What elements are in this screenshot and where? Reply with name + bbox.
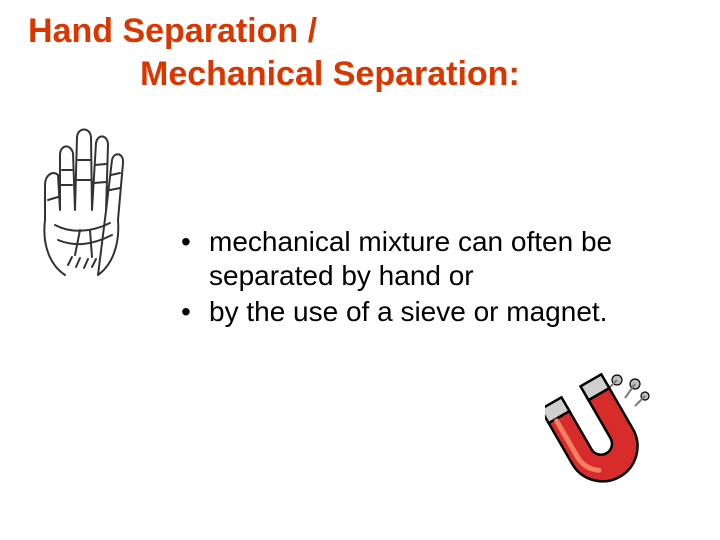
bullet-list: mechanical mixture can often be separate…	[175, 225, 675, 331]
title-line-2: Mechanical Separation:	[28, 53, 520, 96]
bullet-item: mechanical mixture can often be separate…	[175, 225, 675, 293]
bullet-item: by the use of a sieve or magnet.	[175, 295, 675, 329]
hand-sketch-icon	[20, 115, 170, 280]
title-line-1: Hand Separation /	[28, 10, 520, 53]
slide-title: Hand Separation / Mechanical Separation:	[28, 10, 520, 95]
horseshoe-magnet-icon	[545, 372, 660, 492]
